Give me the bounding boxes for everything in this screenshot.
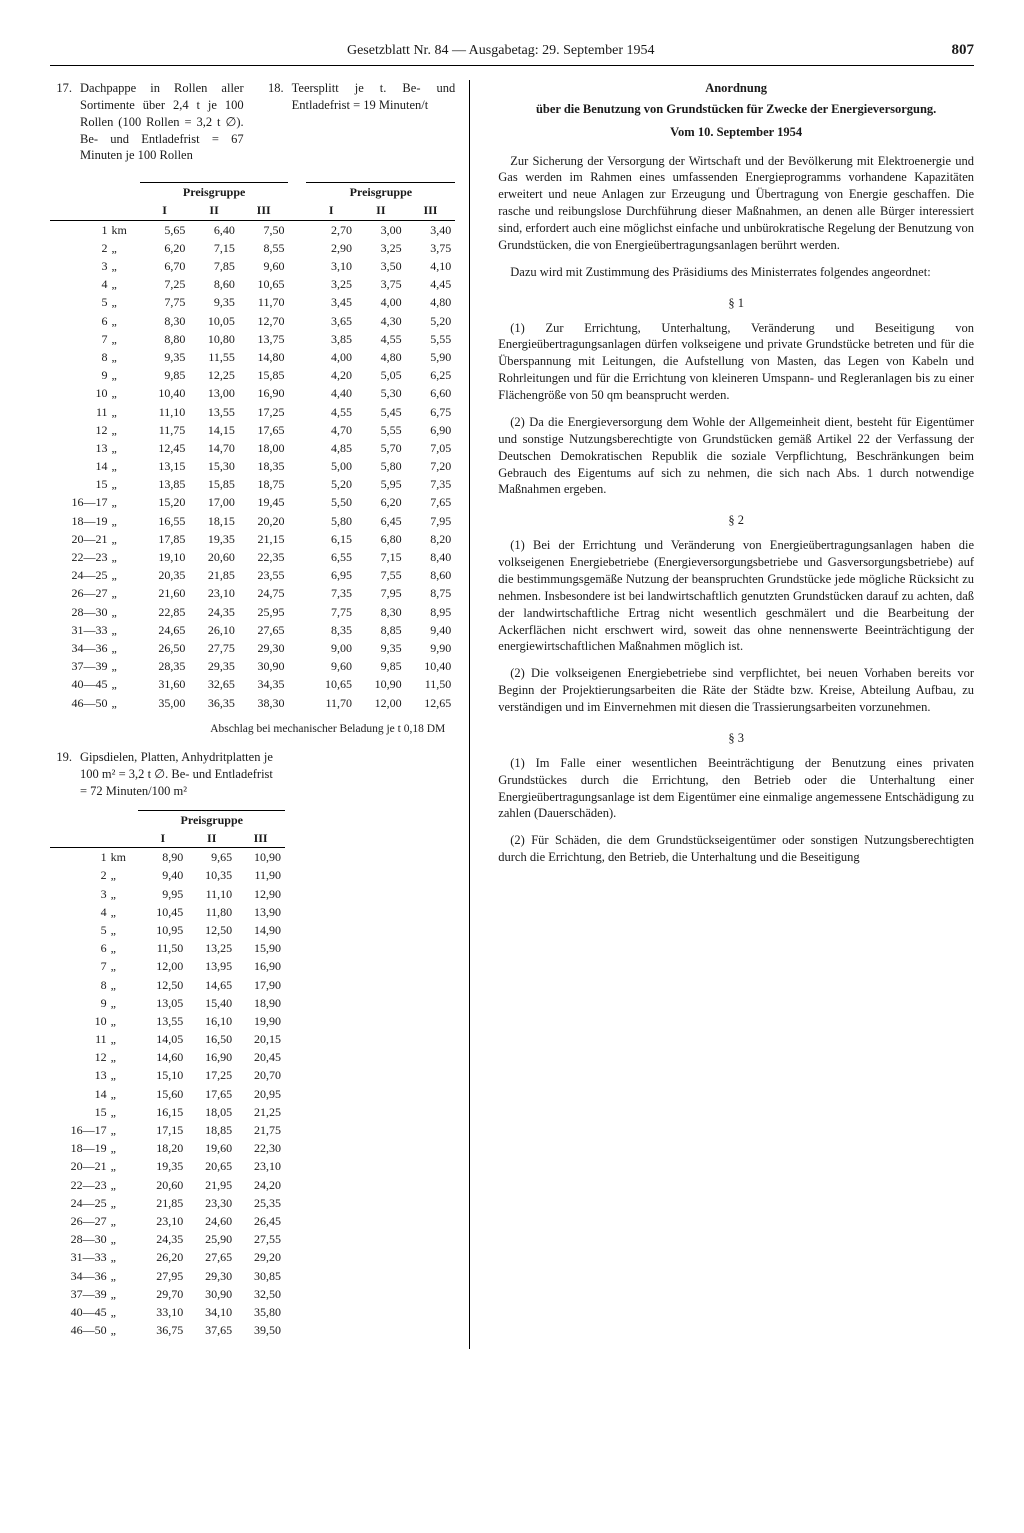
item-19: 19. Gipsdielen, Platten, Anhydritplatten… [50,749,273,800]
table-row: 6„8,3010,0512,703,654,305,20 [50,312,455,330]
table-row: 4„10,4511,8013,90 [50,903,285,921]
tbl1-col-b3: III [406,201,456,220]
table-row: 8„12,5014,6517,90 [50,976,285,994]
s2-para-2: (2) Die volkseigenen Energiebetriebe sin… [498,665,974,716]
tbl1-footnote: Abschlag bei mechanischer Beladung je t … [50,722,455,738]
price-table-2: Preisgruppe I II III 1km8,909,6510,902„9… [50,810,285,1339]
table-row: 16—17„15,2017,0019,455,506,207,65 [50,493,455,511]
item-17-num: 17. [50,80,72,164]
s1-para-2: (2) Da die Energieversorgung dem Wohle d… [498,414,974,498]
table-row: 26—27„23,1024,6026,45 [50,1212,285,1230]
tbl1-col-b2: II [356,201,406,220]
table-row: 7„8,8010,8013,753,854,555,55 [50,330,455,348]
s3-para-2: (2) Für Schäden, die dem Grundstückseige… [498,832,974,866]
table-row: 22—23„19,1020,6022,356,557,158,40 [50,548,455,566]
table-row: 14„13,1515,3018,355,005,807,20 [50,457,455,475]
page-columns: 17. Dachpappe in Rollen aller Sortimente… [50,80,974,1349]
table-row: 7„12,0013,9516,90 [50,957,285,975]
table-row: 5„7,759,3511,703,454,004,80 [50,293,455,311]
table-row: 20—21„17,8519,3521,156,156,808,20 [50,530,455,548]
table-row: 46—50„36,7537,6539,50 [50,1321,285,1339]
tbl1-group-b: Preisgruppe [306,183,455,202]
table-row: 16—17„17,1518,8521,75 [50,1121,285,1139]
ordnance-date: Vom 10. September 1954 [498,124,974,141]
table-row: 46—50„35,0036,3538,3011,7012,0012,65 [50,694,455,712]
item-17: 17. Dachpappe in Rollen aller Sortimente… [50,80,244,164]
right-column: Anordnung über die Benutzung von Grundst… [498,80,974,1349]
table-row: 37—39„29,7030,9032,50 [50,1285,285,1303]
page-header: Gesetzblatt Nr. 84 — Ausgabetag: 29. Sep… [50,40,974,66]
ordnance-title-2: über die Benutzung von Grundstücken für … [498,101,974,118]
tbl1-col-b1: I [306,201,356,220]
table-row: 34—36„27,9529,3030,85 [50,1267,285,1285]
tbl2-col-2: II [187,829,236,848]
left-column: 17. Dachpappe in Rollen aller Sortimente… [50,80,470,1349]
table-row: 31—33„24,6526,1027,658,358,859,40 [50,621,455,639]
table-row: 11„14,0516,5020,15 [50,1030,285,1048]
table-row: 40—45„31,6032,6534,3510,6510,9011,50 [50,675,455,693]
page-number: 807 [952,40,975,60]
tbl2-col-3: III [236,829,285,848]
table-row: 12„11,7514,1517,654,705,556,90 [50,421,455,439]
item-19-text: Gipsdielen, Platten, Anhydritplatten je … [80,749,273,800]
header-title: Gesetzblatt Nr. 84 — Ausgabetag: 29. Sep… [347,42,655,61]
table-row: 13„12,4514,7018,004,855,707,05 [50,439,455,457]
table-row: 28—30„24,3525,9027,55 [50,1230,285,1248]
table-row: 37—39„28,3529,3530,909,609,8510,40 [50,657,455,675]
intro-para-1: Zur Sicherung der Versorgung der Wirtsch… [498,153,974,254]
table-row: 1km5,656,407,502,703,003,40 [50,220,455,239]
table-row: 9„13,0515,4018,90 [50,994,285,1012]
table-row: 2„9,4010,3511,90 [50,866,285,884]
table-row: 10„13,5516,1019,90 [50,1012,285,1030]
price-table-1: Preisgruppe Preisgruppe I II III I II II… [50,182,455,711]
table-row: 26—27„21,6023,1024,757,357,958,75 [50,584,455,602]
tbl2-col-1: I [138,829,187,848]
table-row: 3„6,707,859,603,103,504,10 [50,257,455,275]
table-row: 6„11,5013,2515,90 [50,939,285,957]
table-row: 34—36„26,5027,7529,309,009,359,90 [50,639,455,657]
item-18: 18. Teersplitt je t. Be- und Entladefris… [262,80,456,164]
table-row: 12„14,6016,9020,45 [50,1048,285,1066]
intro-para-2: Dazu wird mit Zustimmung des Präsidiums … [498,264,974,281]
table-row: 5„10,9512,5014,90 [50,921,285,939]
table-row: 1km8,909,6510,90 [50,848,285,867]
tbl1-col-a3: III [239,201,289,220]
section-3-heading: § 3 [498,730,974,747]
table-row: 4„7,258,6010,653,253,754,45 [50,275,455,293]
tbl2-group: Preisgruppe [138,810,285,829]
table-row: 40—45„33,1034,1035,80 [50,1303,285,1321]
table-row: 9„9,8512,2515,854,205,056,25 [50,366,455,384]
tbl1-col-a1: I [140,201,190,220]
tbl1-group-a: Preisgruppe [140,183,289,202]
table-row: 10„10,4013,0016,904,405,306,60 [50,384,455,402]
table-row: 14„15,6017,6520,95 [50,1085,285,1103]
item-18-num: 18. [262,80,284,164]
table-row: 31—33„26,2027,6529,20 [50,1248,285,1266]
table-row: 18—19„18,2019,6022,30 [50,1139,285,1157]
section-1-heading: § 1 [498,295,974,312]
table-row: 24—25„21,8523,3025,35 [50,1194,285,1212]
item-row-17-18: 17. Dachpappe in Rollen aller Sortimente… [50,80,455,174]
table-row: 13„15,1017,2520,70 [50,1066,285,1084]
table-row: 2„6,207,158,552,903,253,75 [50,239,455,257]
tbl1-col-a2: II [189,201,239,220]
table-row: 15„13,8515,8518,755,205,957,35 [50,475,455,493]
table-row: 3„9,9511,1012,90 [50,885,285,903]
item-17-text: Dachpappe in Rollen aller Sortimente übe… [80,80,244,164]
table-row: 28—30„22,8524,3525,957,758,308,95 [50,603,455,621]
ordnance-title-1: Anordnung [498,80,974,97]
item-19-num: 19. [50,749,72,800]
table-row: 18—19„16,5518,1520,205,806,457,95 [50,512,455,530]
table-row: 11„11,1013,5517,254,555,456,75 [50,403,455,421]
section-2-heading: § 2 [498,512,974,529]
table-row: 15„16,1518,0521,25 [50,1103,285,1121]
table-row: 24—25„20,3521,8523,556,957,558,60 [50,566,455,584]
s2-para-1: (1) Bei der Errichtung und Veränderung v… [498,537,974,655]
s3-para-1: (1) Im Falle einer wesentlichen Beeinträ… [498,755,974,823]
item-18-text: Teersplitt je t. Be- und Entladefrist = … [292,80,456,164]
table-row: 8„9,3511,5514,804,004,805,90 [50,348,455,366]
table-row: 22—23„20,6021,9524,20 [50,1176,285,1194]
table-row: 20—21„19,3520,6523,10 [50,1157,285,1175]
s1-para-1: (1) Zur Errichtung, Unterhaltung, Veränd… [498,320,974,404]
